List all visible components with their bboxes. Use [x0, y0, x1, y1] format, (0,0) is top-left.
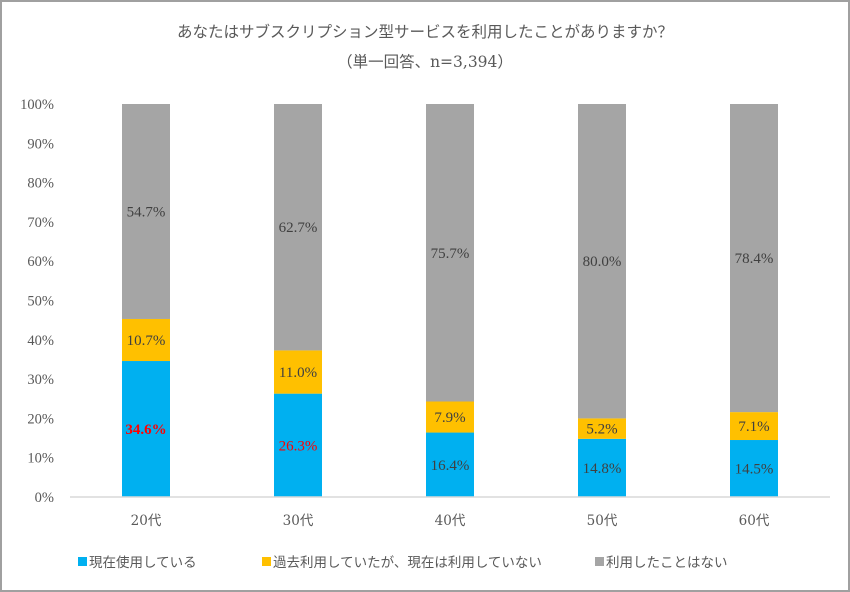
bar-segment-never-30代	[274, 104, 322, 351]
legend-swatch	[262, 557, 271, 566]
legend-swatch	[595, 557, 604, 566]
bar-segment-past-30代	[274, 350, 322, 394]
x-tick-label: 40代	[435, 513, 466, 529]
data-label: 34.6%	[125, 422, 166, 438]
bar-segment-current-50代	[578, 438, 626, 497]
legend-swatch	[78, 557, 87, 566]
x-tick-label: 30代	[283, 513, 314, 529]
x-axis: 20代 30代 40代 50代 60代	[131, 513, 770, 529]
data-label: 7.9%	[434, 410, 465, 426]
y-axis: 0% 10% 20% 30% 40% 50% 60% 70% 80% 90% 100%	[20, 97, 54, 506]
bar-segment-past-50代	[578, 418, 626, 439]
x-tick-label: 50代	[587, 513, 618, 529]
chart-title: あなたはサブスクリプション型サービスを利用したことがありますか？	[177, 22, 673, 41]
y-tick-label: 20%	[27, 411, 54, 427]
bar-segment-current-20代	[122, 361, 170, 497]
data-label: 62.7%	[279, 220, 318, 236]
data-label: 5.2%	[586, 422, 617, 438]
y-tick-label: 60%	[27, 254, 54, 270]
bars: 34.6% 10.7% 54.7% 26.3% 11.0% 62.7% 16.4% 7.9% 7…	[122, 104, 778, 497]
bar-segment-past-40代	[426, 401, 474, 433]
y-tick-label: 90%	[27, 136, 54, 152]
y-tick-label: 10%	[27, 451, 54, 467]
data-label: 7.1%	[738, 419, 769, 435]
data-label: 78.4%	[735, 251, 774, 267]
data-label: 16.4%	[431, 458, 470, 474]
y-tick-label: 0%	[35, 490, 54, 506]
bar-segment-never-60代	[730, 104, 778, 413]
bar-segment-current-60代	[730, 440, 778, 497]
data-label: 11.0%	[279, 365, 317, 381]
data-label: 14.8%	[583, 461, 622, 477]
legend-label: 過去利用していたが、現在は利用していない	[273, 555, 542, 571]
data-label: 14.5%	[735, 462, 774, 478]
bar-segment-current-40代	[426, 432, 474, 497]
chart-subtitle: （単一回答、n=3,394）	[337, 53, 513, 71]
bar-segment-current-30代	[274, 393, 322, 497]
y-tick-label: 100%	[20, 97, 54, 113]
legend-label: 利用したことはない	[606, 555, 728, 571]
legend-label: 現在使用している	[89, 554, 197, 571]
bar-segment-never-50代	[578, 104, 626, 419]
data-label: 54.7%	[127, 204, 166, 220]
y-tick-label: 40%	[27, 333, 54, 349]
legend: 現在使用している 過去利用していたが、現在は利用していない 利用したことはない	[78, 554, 728, 571]
bar-segment-never-40代	[426, 104, 474, 402]
y-tick-label: 70%	[27, 215, 54, 231]
x-tick-label: 60代	[739, 513, 770, 529]
y-tick-label: 30%	[27, 372, 54, 388]
data-label: 10.7%	[127, 333, 166, 349]
bar-segment-past-60代	[730, 412, 778, 441]
x-tick-label: 20代	[131, 513, 162, 529]
bar-segment-never-20代	[122, 104, 170, 319]
data-label: 80.0%	[583, 254, 622, 270]
bar-segment-past-20代	[122, 318, 170, 362]
y-tick-label: 80%	[27, 176, 54, 192]
y-tick-label: 50%	[27, 294, 54, 310]
data-label: 75.7%	[431, 246, 470, 262]
data-label: 26.3%	[279, 438, 318, 454]
